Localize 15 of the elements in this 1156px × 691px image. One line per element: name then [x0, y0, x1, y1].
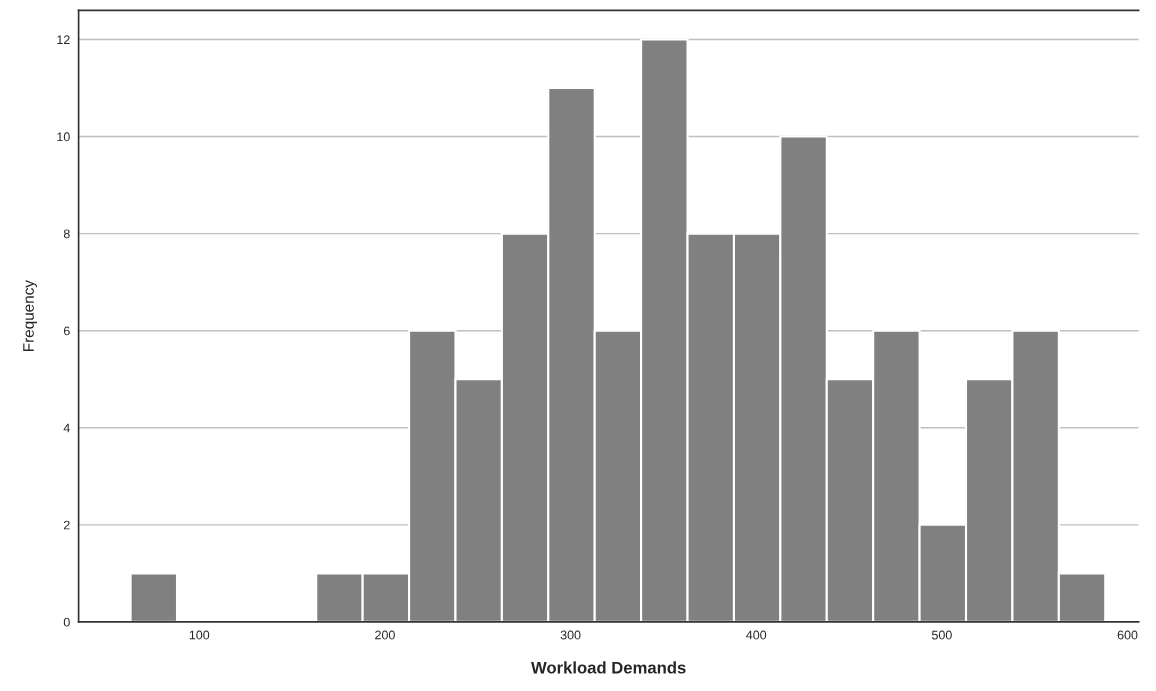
x-tick-label: 600 — [1117, 630, 1138, 640]
y-axis-title: Frequency — [23, 280, 37, 351]
y-tick-label: 6 — [63, 326, 70, 336]
y-tick-label: 10 — [57, 132, 70, 142]
y-tick-label: 2 — [63, 520, 70, 530]
y-tick-label: 0 — [63, 617, 70, 627]
x-tick-label: 500 — [931, 630, 952, 640]
y-tick-label: 12 — [57, 35, 70, 45]
y-tick-label: 8 — [63, 229, 70, 239]
x-tick-label: 400 — [746, 630, 767, 640]
y-tick-label: 4 — [63, 423, 70, 433]
x-axis-title: Workload Demands — [531, 661, 686, 674]
x-tick-label: 100 — [189, 630, 210, 640]
x-tick-label: 300 — [560, 630, 581, 640]
x-tick-label: 200 — [375, 630, 395, 640]
